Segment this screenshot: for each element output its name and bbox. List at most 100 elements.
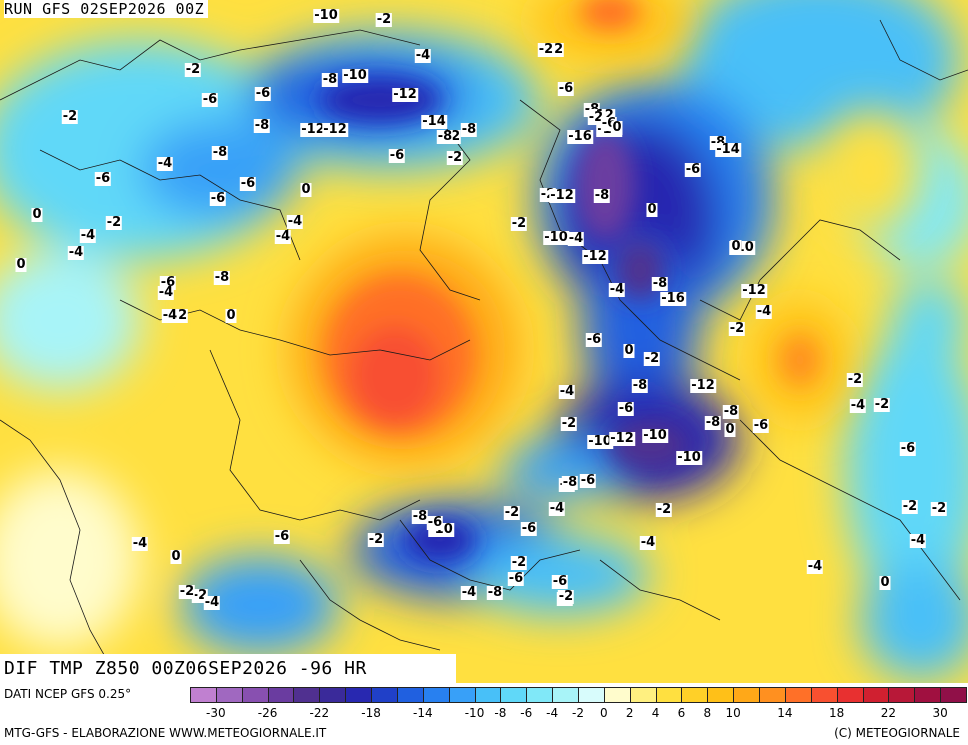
contour-label: -6 [273, 529, 291, 544]
color-swatch [888, 687, 916, 703]
color-scale-tick: 10 [725, 706, 741, 720]
field-title: DIF TMP Z850 00Z06SEP2026 -96 HR [0, 654, 456, 683]
contour-label: 0 [646, 202, 658, 217]
color-swatch [190, 687, 217, 703]
contour-label: -2 [728, 321, 746, 336]
contour-label: -6 [684, 162, 702, 177]
color-swatch [759, 687, 786, 703]
contour-label: -14 [421, 114, 447, 129]
contour-label: -2 [655, 502, 673, 517]
contour-label: -6 [388, 148, 406, 163]
color-swatch [526, 687, 554, 703]
color-scale-tick: 18 [829, 706, 845, 720]
color-swatch [733, 687, 761, 703]
contour-label: -16 [660, 291, 686, 306]
contour-label: -16 [567, 129, 593, 144]
contour-label: -6 [579, 473, 597, 488]
color-swatch [345, 687, 373, 703]
contour-label: -6 [507, 571, 525, 586]
color-swatch [681, 687, 709, 703]
contour-label: -10 [313, 8, 339, 23]
contour-label: -2 [446, 150, 464, 165]
warm-cores [325, 0, 820, 435]
contour-label: 0 [623, 343, 635, 358]
color-scale-tick: -6 [520, 706, 533, 720]
contour-label: -12 [582, 249, 608, 264]
contour-label: 0 [31, 207, 43, 222]
contour-label: -2 [375, 12, 393, 27]
contour-label: -4 [156, 156, 174, 171]
contour-label: -4 [806, 559, 824, 574]
color-swatch [940, 687, 967, 703]
contour-label: -8 [651, 276, 669, 291]
contour-label: -2 [643, 351, 661, 366]
color-scale-tick: 8 [703, 706, 712, 720]
contour-label: -4 [79, 228, 97, 243]
color-swatch [603, 687, 631, 703]
color-scale-tick: 6 [677, 706, 686, 720]
contour-label: -2 [105, 215, 123, 230]
contour-label: 0 [15, 257, 27, 272]
color-scale-tick: -26 [257, 706, 278, 720]
contour-label: -8 [321, 72, 339, 87]
contour-label: -14 [715, 142, 741, 157]
color-swatch [914, 687, 942, 703]
contour-label: -2 [873, 397, 891, 412]
contour-label: -8 [561, 475, 579, 490]
contour-label: -10 [642, 428, 668, 443]
contour-label: -4 [909, 533, 927, 548]
contour-label: -10 [587, 434, 613, 449]
contour-label: -4 [67, 245, 85, 260]
contour-label: -6 [254, 86, 272, 101]
contour-label: -8 [631, 378, 649, 393]
contour-label: -4 [274, 229, 292, 244]
color-scale-tick: -30 [206, 706, 226, 720]
color-scale-bar [190, 687, 967, 705]
color-scale-tick: -22 [309, 706, 330, 720]
contour-label: -2 [367, 532, 385, 547]
color-swatch [396, 687, 424, 703]
contour-label: 0 [611, 120, 623, 135]
contour-label: 0 [730, 239, 742, 254]
contour-label: 0 [170, 549, 182, 564]
map-field [0, 0, 968, 683]
contour-label: -4 [548, 501, 566, 516]
contour-label: -6 [239, 176, 257, 191]
contour-label: -6 [551, 574, 569, 589]
contour-label: -4 [567, 231, 585, 246]
contour-label: -2 [178, 584, 196, 599]
credits-right: (C) METEOGIORNALE [834, 726, 960, 740]
data-source-label: DATI NCEP GFS 0.25° [4, 687, 132, 701]
contour-label: -10 [543, 230, 569, 245]
color-swatch [784, 687, 812, 703]
color-swatch [474, 687, 502, 703]
color-scale-tick: 30 [932, 706, 948, 720]
color-scale-tick: 4 [651, 706, 660, 720]
color-swatch [267, 687, 295, 703]
contour-label: -8 [460, 122, 478, 137]
color-scale-tick: -18 [361, 706, 381, 720]
contour-label: -12 [549, 188, 575, 203]
color-swatch [241, 687, 269, 703]
contour-label: -8 [213, 270, 231, 285]
contour-label: -4 [639, 535, 657, 550]
contour-label: -4 [157, 285, 175, 300]
color-swatch [810, 687, 838, 703]
contour-label: -12 [741, 283, 767, 298]
color-swatch [629, 687, 657, 703]
color-scale-tick: -8 [494, 706, 507, 720]
contour-label: -12 [300, 122, 326, 137]
contour-label: -8 [704, 415, 722, 430]
color-swatch [293, 687, 321, 703]
color-scale-tick: 22 [880, 706, 897, 720]
contour-label: 0 [724, 422, 736, 437]
contour-label: -12 [392, 87, 418, 102]
contour-label: 0 [225, 308, 237, 323]
color-swatch [578, 687, 605, 703]
color-swatch [655, 687, 683, 703]
run-title: RUN GFS 02SEP2026 00Z [4, 0, 209, 18]
color-swatch [862, 687, 890, 703]
contour-label: -8 [253, 118, 271, 133]
contour-label: -2 [61, 109, 79, 124]
color-swatch [448, 687, 476, 703]
